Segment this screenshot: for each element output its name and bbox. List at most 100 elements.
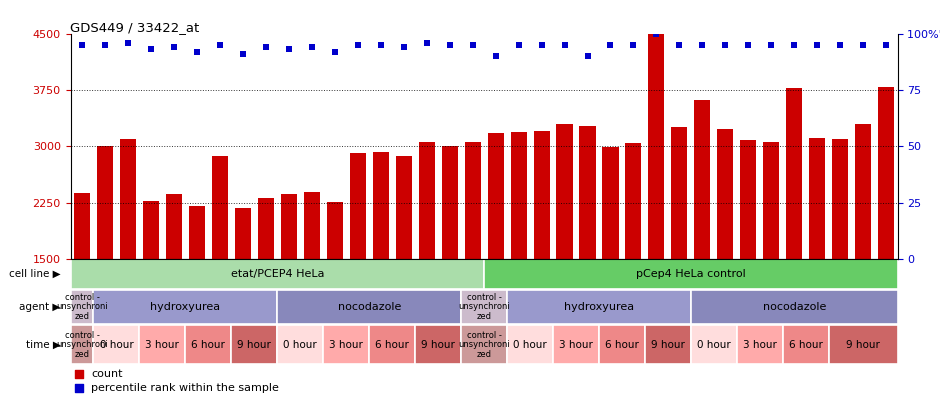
Bar — [855, 124, 871, 259]
Bar — [323, 325, 369, 364]
Text: 6 hour: 6 hour — [789, 340, 822, 350]
Bar — [139, 325, 185, 364]
Point — [879, 42, 894, 48]
Text: nocodazole: nocodazole — [337, 302, 400, 312]
Text: percentile rank within the sample: percentile rank within the sample — [91, 383, 279, 393]
Bar — [878, 87, 894, 259]
Text: 0 hour: 0 hour — [513, 340, 547, 350]
Bar — [189, 206, 205, 259]
Bar — [763, 142, 779, 259]
Text: time ▶: time ▶ — [25, 340, 60, 350]
Bar — [396, 156, 412, 259]
Bar — [70, 259, 484, 289]
Bar — [327, 202, 343, 259]
Text: control -
unsynchroni
zed: control - unsynchroni zed — [458, 293, 510, 321]
Text: control -
unsynchroni
zed: control - unsynchroni zed — [56, 293, 108, 321]
Point — [511, 42, 526, 48]
Point — [144, 46, 159, 53]
Text: 3 hour: 3 hour — [743, 340, 776, 350]
Point — [626, 42, 641, 48]
Text: control -
unsynchroni
zed: control - unsynchroni zed — [458, 331, 510, 359]
Point — [327, 48, 342, 55]
Bar — [143, 201, 159, 259]
Bar — [832, 139, 848, 259]
Bar — [304, 192, 320, 259]
Bar — [507, 325, 553, 364]
Text: etat/PCEP4 HeLa: etat/PCEP4 HeLa — [230, 269, 324, 279]
Bar — [717, 129, 733, 259]
Text: hydroxyurea: hydroxyurea — [564, 302, 634, 312]
Point — [258, 44, 274, 50]
Bar — [603, 147, 619, 259]
Bar — [741, 140, 757, 259]
Bar — [510, 132, 526, 259]
Bar — [464, 143, 480, 259]
Point — [534, 42, 549, 48]
Point — [71, 385, 86, 392]
Text: agent ▶: agent ▶ — [19, 302, 60, 312]
Text: 6 hour: 6 hour — [192, 340, 226, 350]
Point — [764, 42, 779, 48]
Text: 9 hour: 9 hour — [421, 340, 455, 350]
Text: 9 hour: 9 hour — [238, 340, 272, 350]
Bar — [625, 143, 641, 259]
Text: 6 hour: 6 hour — [605, 340, 639, 350]
Point — [166, 44, 181, 50]
Point — [281, 46, 296, 53]
Point — [695, 42, 710, 48]
Bar — [258, 198, 274, 259]
Bar — [185, 325, 231, 364]
Bar — [277, 290, 462, 324]
Bar — [534, 131, 550, 259]
Point — [305, 44, 320, 50]
Text: 0 hour: 0 hour — [697, 340, 730, 350]
Text: control -
unsynchroni
zed: control - unsynchroni zed — [56, 331, 108, 359]
Bar — [462, 290, 507, 324]
Point — [98, 42, 113, 48]
Point — [787, 42, 802, 48]
Bar — [462, 325, 507, 364]
Bar — [691, 290, 898, 324]
Bar — [70, 325, 93, 364]
Text: 3 hour: 3 hour — [146, 340, 180, 350]
Point — [718, 42, 733, 48]
Point — [580, 53, 595, 59]
Bar — [93, 290, 277, 324]
Point — [419, 40, 434, 46]
Bar — [671, 127, 687, 259]
Point — [672, 42, 687, 48]
Bar — [691, 325, 737, 364]
Point — [833, 42, 848, 48]
Point — [465, 42, 480, 48]
Bar — [783, 325, 829, 364]
Bar — [556, 124, 572, 259]
Bar — [212, 156, 227, 259]
Bar — [372, 152, 389, 259]
Point — [442, 42, 457, 48]
Point — [603, 42, 618, 48]
Bar — [231, 325, 277, 364]
Bar — [645, 325, 691, 364]
Bar — [649, 34, 665, 259]
Bar — [120, 139, 136, 259]
Point — [74, 42, 89, 48]
Bar — [553, 325, 599, 364]
Bar — [415, 325, 462, 364]
Text: 6 hour: 6 hour — [375, 340, 409, 350]
Bar — [695, 100, 711, 259]
Point — [741, 42, 756, 48]
Bar — [369, 325, 415, 364]
Point — [396, 44, 411, 50]
Text: 9 hour: 9 hour — [651, 340, 685, 350]
Text: 0 hour: 0 hour — [283, 340, 317, 350]
Point — [235, 51, 250, 57]
Point — [557, 42, 572, 48]
Point — [809, 42, 824, 48]
Bar — [809, 138, 825, 259]
Text: 0 hour: 0 hour — [100, 340, 133, 350]
Bar — [350, 153, 366, 259]
Point — [212, 42, 227, 48]
Bar — [599, 325, 645, 364]
Point — [373, 42, 388, 48]
Text: count: count — [91, 369, 123, 379]
